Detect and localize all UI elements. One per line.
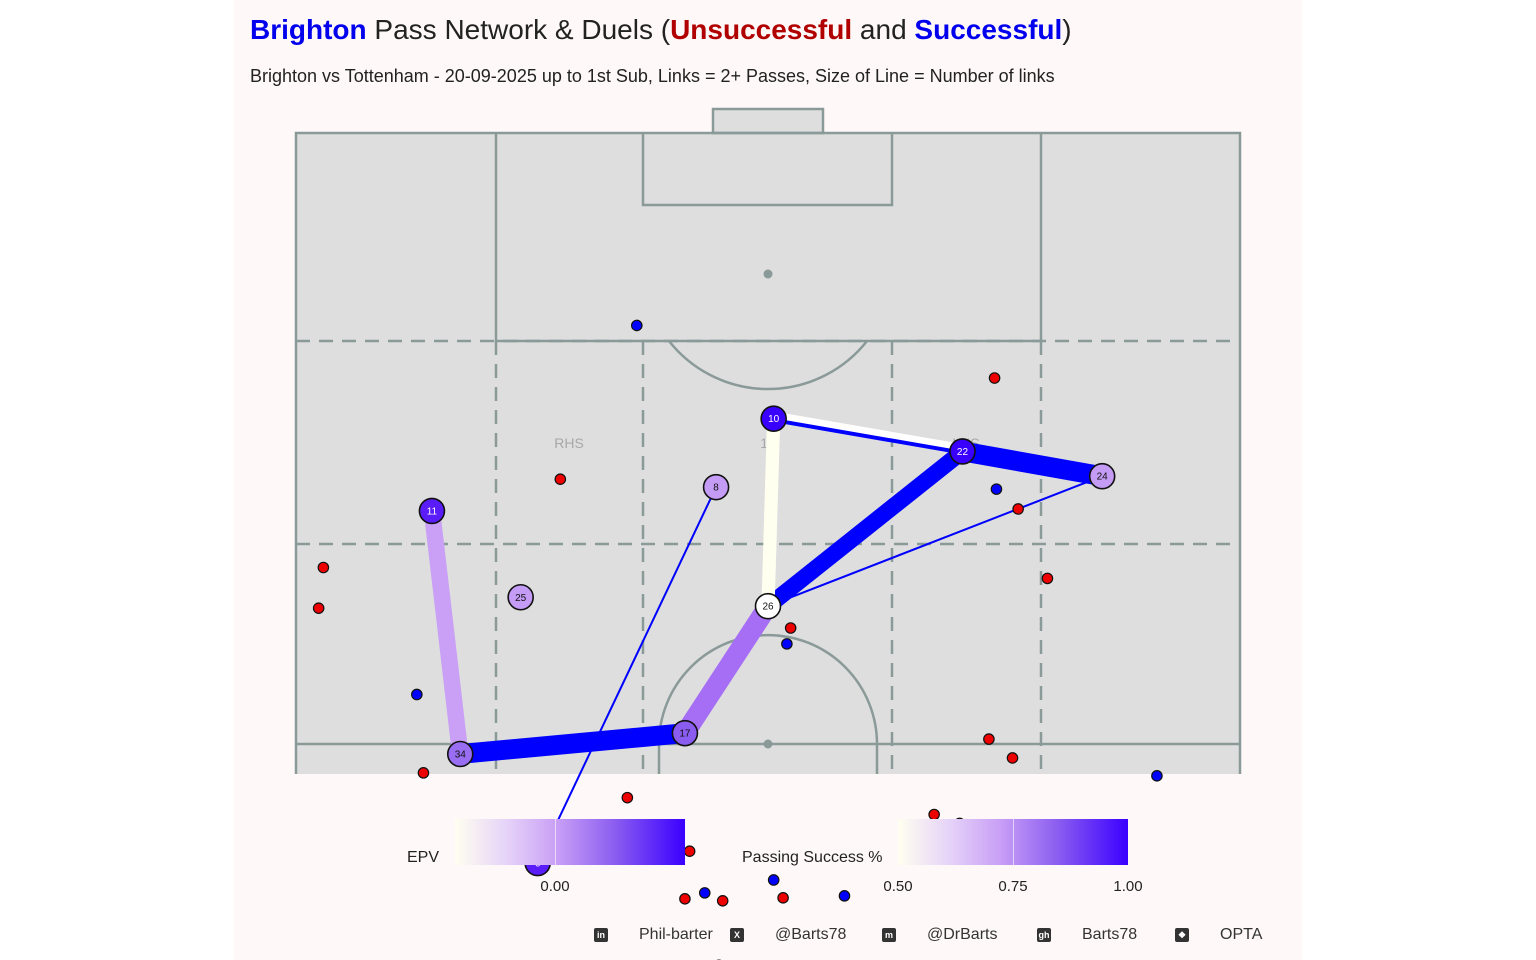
duel-unsuccessful (777, 892, 789, 904)
duel-successful (411, 688, 423, 701)
player-node (507, 583, 534, 611)
pass-link (773, 411, 964, 451)
player-number: 17 (679, 729, 691, 740)
legend-epv-tick: 0.00 (540, 878, 570, 895)
player-node (754, 592, 782, 620)
footer-credits: in Phil-barter X @Barts78 m @DrBarts gh … (0, 924, 1536, 948)
duel-unsuccessful (679, 893, 691, 905)
penalty-spot (763, 269, 773, 279)
title-unsuccessful: Unsuccessful (670, 14, 853, 45)
pass-link (767, 475, 1103, 608)
legend-epv-label: EPV (407, 849, 440, 866)
x-icon: X (730, 928, 744, 942)
zone-label: RHS (554, 435, 584, 451)
linkedin-icon: in (594, 928, 608, 942)
pass-link (459, 723, 686, 764)
player-node (446, 740, 474, 768)
pass-link (773, 415, 964, 455)
duel-successful (838, 890, 851, 902)
player-number: 34 (455, 749, 467, 760)
mastodon-icon: m (882, 928, 896, 942)
duel-unsuccessful (554, 473, 567, 486)
player-node (949, 438, 976, 465)
title-team: Brighton (250, 14, 367, 45)
duel-successful (781, 638, 793, 650)
centre-spot (763, 739, 773, 749)
player-node (1088, 462, 1116, 490)
chart-title: Brighton Pass Network & Duels (Unsuccess… (250, 14, 1072, 46)
player-number: 25 (515, 593, 527, 604)
dropbox-icon: ❖ (1175, 928, 1189, 942)
pass-link (536, 486, 717, 864)
duel-successful (1151, 770, 1163, 782)
player-number: 26 (762, 602, 774, 613)
duel-unsuccessful (683, 845, 696, 858)
legend-pass-tick-1: 0.75 (998, 878, 1028, 895)
legend-pass-label: Passing Success % (742, 849, 883, 866)
legend-epv-colorbar (455, 819, 685, 865)
centre-circle (657, 633, 879, 774)
title-end: ) (1062, 14, 1072, 45)
duel-unsuccessful (621, 791, 634, 804)
player-node (760, 405, 787, 432)
duel-unsuccessful (983, 733, 995, 745)
pitch-outline (294, 131, 1242, 774)
duel-successful (698, 887, 711, 899)
pass-link (423, 509, 469, 755)
legend-epv-tickmark (555, 819, 556, 865)
player-number: 10 (768, 414, 780, 425)
pass-link (762, 444, 968, 613)
footer-linkedin-text: Phil-barter (639, 926, 713, 943)
pass-links (423, 411, 1104, 864)
duel-unsuccessful (312, 602, 325, 614)
player-number: 22 (957, 447, 969, 458)
legend-pass-tickmark (1013, 819, 1014, 865)
duel-unsuccessful (1041, 572, 1054, 585)
pass-link (960, 441, 1104, 486)
six-yard-box (641, 133, 894, 207)
title-mid: Pass Network & Duels ( (366, 14, 671, 45)
footer-github-text: Barts78 (1082, 926, 1138, 943)
duel-unsuccessful (1012, 503, 1024, 515)
duel-successful (990, 483, 1003, 495)
duel-successful (767, 874, 780, 886)
player-number: 11 (427, 506, 438, 517)
duel-unsuccessful (317, 561, 330, 574)
duel-unsuccessful (1006, 752, 1019, 764)
legend-pass-tick-0: 0.50 (883, 878, 913, 895)
penalty-arc (668, 340, 868, 391)
player-node (702, 473, 730, 501)
player-number: 8 (713, 483, 719, 494)
legend-pass-tick-2: 1.00 (1113, 878, 1143, 895)
duel-successful (630, 319, 643, 332)
legend-pass-colorbar (898, 819, 1128, 865)
footer-mastodon-text: @DrBarts (927, 926, 998, 943)
pass-link (761, 418, 781, 607)
footer-x-text: @Barts78 (775, 926, 847, 943)
player-node (418, 497, 446, 525)
player-node (671, 719, 699, 747)
pass-link (676, 600, 777, 739)
footer-dropbox-text: OPTA (1220, 926, 1263, 943)
chart-subtitle: Brighton vs Tottenham - 20-09-2025 up to… (250, 66, 1055, 86)
duel-unsuccessful (417, 767, 430, 779)
title-successful: Successful (914, 14, 1063, 45)
player-number: 24 (1097, 472, 1109, 483)
github-icon: gh (1037, 928, 1051, 942)
duel-unsuccessful (716, 895, 729, 907)
goal (711, 107, 825, 135)
duel-unsuccessful (988, 372, 1001, 384)
title-and: and (852, 14, 915, 45)
duel-unsuccessful (784, 622, 797, 634)
